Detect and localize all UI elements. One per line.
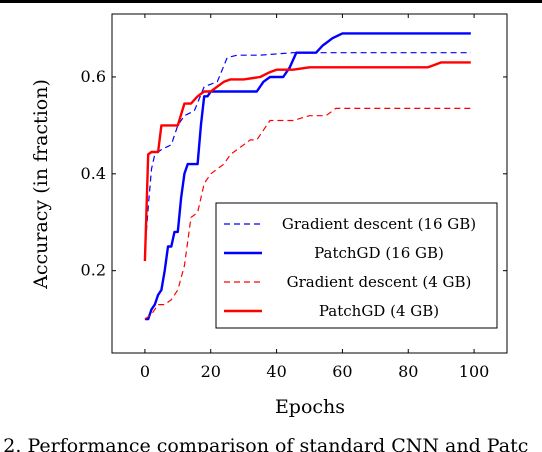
y-tick-label: 0.2 xyxy=(81,261,106,280)
series-line-patchgd-16-gb xyxy=(144,32,471,321)
x-axis-title: Epochs xyxy=(275,396,345,418)
x-tick-label: 0 xyxy=(140,362,150,381)
x-tick-label: 60 xyxy=(332,362,352,381)
x-tick-label: 20 xyxy=(201,362,221,381)
legend-box xyxy=(215,202,498,329)
y-tick-label: 0.4 xyxy=(81,164,106,183)
y-tick-label: 0.6 xyxy=(81,67,106,86)
x-tick-label: 40 xyxy=(266,362,286,381)
legend-label-patchgd-16gb: PatchGD (16 GB) xyxy=(314,244,444,262)
series-layer xyxy=(143,32,471,321)
x-tick-label: 100 xyxy=(459,362,490,381)
series-line-gradient-descent-4-gb xyxy=(144,107,471,320)
plot-frame xyxy=(111,13,508,354)
top-rule xyxy=(0,0,542,3)
legend: Gradient descent (16 GB) PatchGD (16 GB)… xyxy=(215,202,498,329)
legend-label-gradient-descent-16gb: Gradient descent (16 GB) xyxy=(282,215,476,233)
x-tick-label: 80 xyxy=(398,362,418,381)
figure-caption: e 2. Performance comparison of standard … xyxy=(0,435,528,452)
y-axis-title: Accuracy (in fraction) xyxy=(30,79,52,290)
legend-label-gradient-descent-4gb: Gradient descent (4 GB) xyxy=(287,273,472,291)
series-line-patchgd-4-gb xyxy=(143,61,471,262)
legend-label-patchgd-4gb: PatchGD (4 GB) xyxy=(319,302,439,320)
tick-layer: 0 20 40 60 80 100 0.2 0.4 0.6 xyxy=(81,14,507,381)
